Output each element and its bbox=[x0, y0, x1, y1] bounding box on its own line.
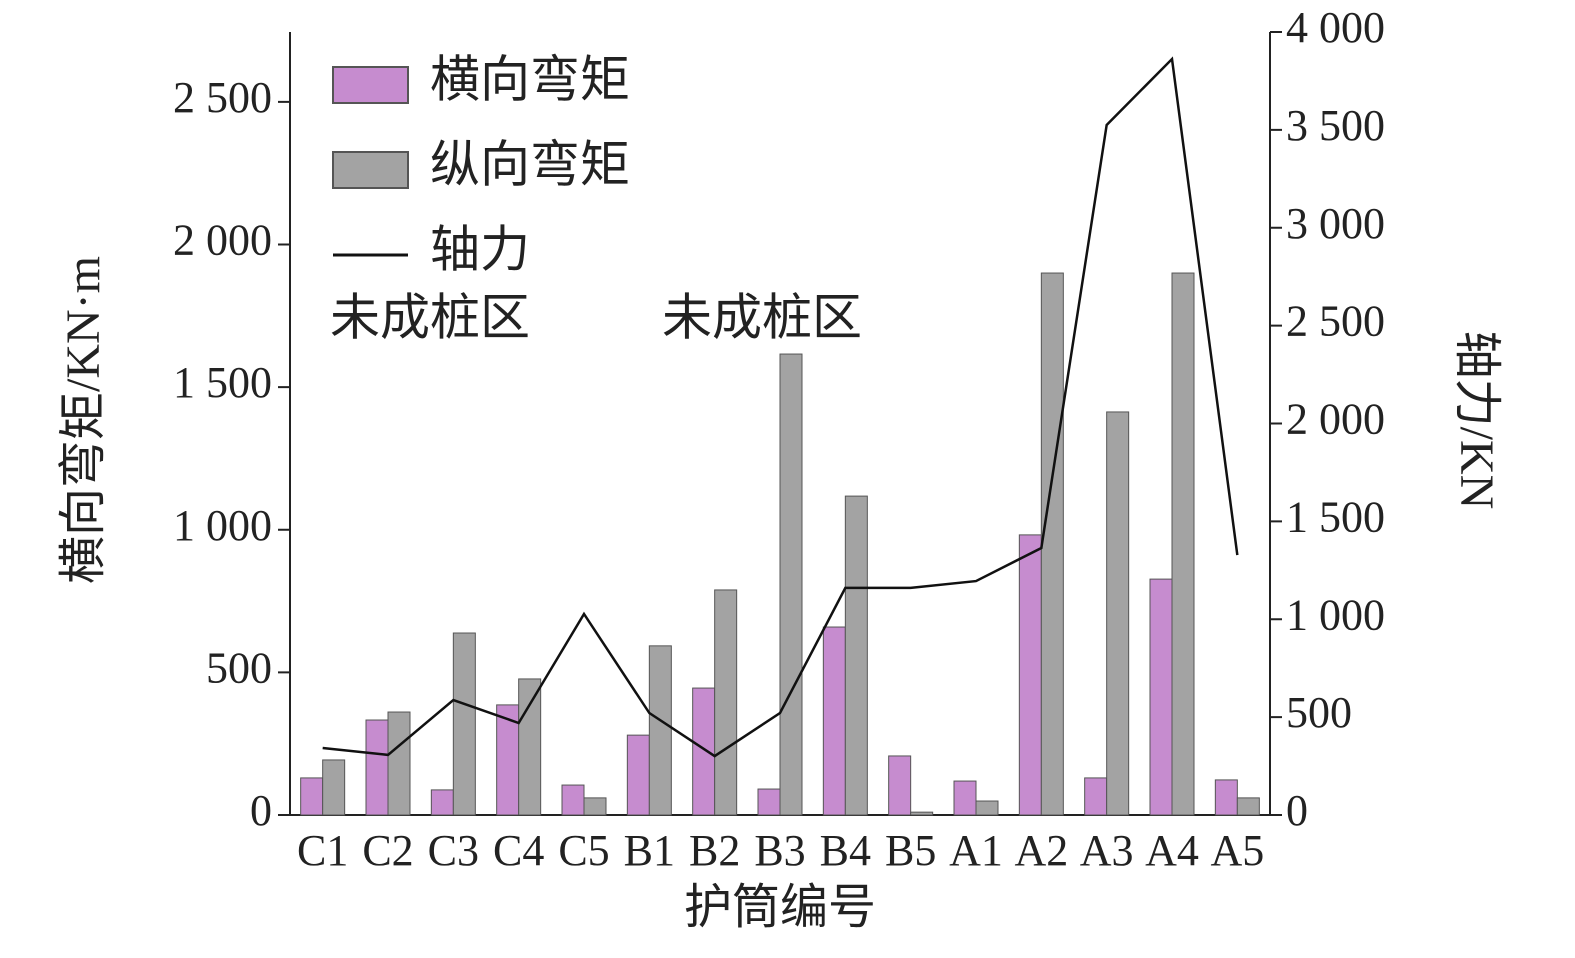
legend-label: 轴力 bbox=[430, 221, 530, 277]
bar bbox=[1106, 411, 1130, 816]
y2-tick-label: 1 500 bbox=[1286, 492, 1385, 541]
legend-label: 纵向弯矩 bbox=[430, 136, 630, 192]
x-axis-title: 护筒编号 bbox=[684, 881, 876, 934]
legend-swatch bbox=[332, 66, 409, 104]
y-tick-label: 2 500 bbox=[173, 73, 272, 122]
y2-tick-label: 1 000 bbox=[1286, 590, 1385, 639]
annotation: 未成桩区 bbox=[662, 289, 862, 345]
x-tick-label: C3 bbox=[428, 826, 479, 875]
bar bbox=[583, 797, 607, 816]
x-tick-label: C5 bbox=[558, 826, 609, 875]
y2-tick-label: 2 500 bbox=[1286, 297, 1385, 346]
bar bbox=[975, 800, 999, 816]
x-tick-label: A4 bbox=[1145, 826, 1199, 875]
x-tick-label: B4 bbox=[820, 826, 871, 875]
y-axis-title: 横向弯矩/KN·m bbox=[57, 256, 110, 584]
bar bbox=[322, 759, 346, 816]
bar bbox=[844, 495, 868, 816]
bar bbox=[648, 645, 672, 816]
y2-axis-title: 轴力/KN bbox=[1450, 331, 1503, 510]
bar bbox=[888, 755, 912, 816]
bar bbox=[953, 780, 977, 816]
bar bbox=[518, 678, 542, 816]
bar bbox=[1084, 777, 1108, 816]
bar bbox=[1018, 534, 1042, 816]
bar bbox=[692, 687, 716, 816]
bar bbox=[779, 353, 803, 816]
bar bbox=[714, 589, 738, 816]
legend-label: 横向弯矩 bbox=[430, 51, 630, 107]
y-tick-label: 0 bbox=[250, 786, 272, 835]
x-tick-label: C4 bbox=[493, 826, 544, 875]
bar bbox=[1171, 272, 1195, 816]
legend-swatch bbox=[332, 151, 409, 189]
bar bbox=[1236, 797, 1260, 816]
x-tick-label: B5 bbox=[885, 826, 936, 875]
x-tick-label: C1 bbox=[297, 826, 348, 875]
x-tick-label: B3 bbox=[754, 826, 805, 875]
annotation: 未成桩区 bbox=[330, 289, 530, 345]
bar bbox=[300, 777, 324, 816]
y2-tick-label: 3 000 bbox=[1286, 199, 1385, 248]
y2-tick-label: 2 000 bbox=[1286, 395, 1385, 444]
y-tick-label: 500 bbox=[206, 643, 272, 692]
bar bbox=[910, 811, 934, 816]
y-tick-label: 1 000 bbox=[173, 501, 272, 550]
x-tick-label: C2 bbox=[362, 826, 413, 875]
x-tick-label: A2 bbox=[1014, 826, 1068, 875]
bar bbox=[387, 711, 411, 816]
y2-tick-label: 3 500 bbox=[1286, 101, 1385, 150]
bar bbox=[452, 632, 476, 816]
y-tick-label: 2 000 bbox=[173, 216, 272, 265]
x-tick-label: A5 bbox=[1210, 826, 1264, 875]
y2-tick-label: 500 bbox=[1286, 688, 1352, 737]
bar bbox=[822, 626, 846, 816]
y2-tick-label: 4 000 bbox=[1286, 3, 1385, 52]
line bbox=[322, 56, 1239, 758]
x-tick-label: A1 bbox=[949, 826, 1003, 875]
bar bbox=[1149, 578, 1173, 816]
bar bbox=[430, 789, 454, 816]
bar bbox=[1214, 779, 1238, 816]
x-tick-label: B1 bbox=[624, 826, 675, 875]
bar bbox=[626, 734, 650, 816]
y-tick-label: 1 500 bbox=[173, 358, 272, 407]
bar bbox=[1040, 272, 1064, 816]
bar bbox=[365, 719, 389, 816]
bar bbox=[561, 784, 585, 816]
bar bbox=[757, 788, 781, 816]
x-tick-label: A3 bbox=[1080, 826, 1134, 875]
y2-tick-label: 0 bbox=[1286, 786, 1308, 835]
x-tick-label: B2 bbox=[689, 826, 740, 875]
